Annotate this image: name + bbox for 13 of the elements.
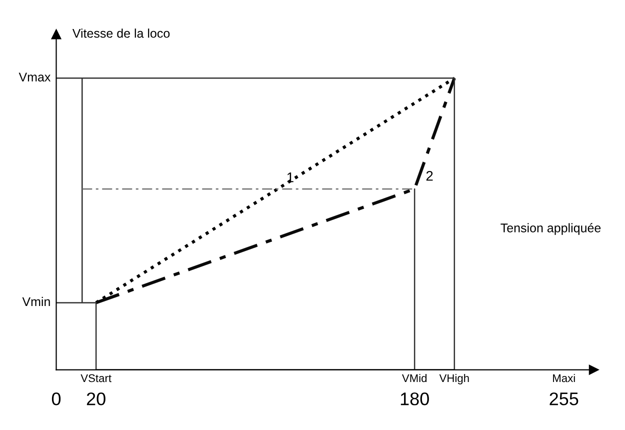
- x-tick-label: 0: [52, 392, 61, 406]
- annotation: Vmax: [18, 72, 51, 82]
- annotation: Vmin: [22, 296, 50, 306]
- annotation: VHigh: [439, 374, 469, 384]
- x-tick-label: 255: [550, 392, 578, 406]
- y-axis-title: Vitesse de la loco: [72, 28, 170, 38]
- x-tick-label: 20: [86, 392, 106, 406]
- annotation: VMid: [402, 374, 427, 382]
- text: Maxi: [553, 374, 575, 382]
- x-axis-title: Tension appliquée: [500, 223, 601, 235]
- annotation: VStart: [80, 374, 112, 382]
- x-tick-label: 180: [400, 392, 429, 406]
- series-label: 2: [426, 170, 433, 181]
